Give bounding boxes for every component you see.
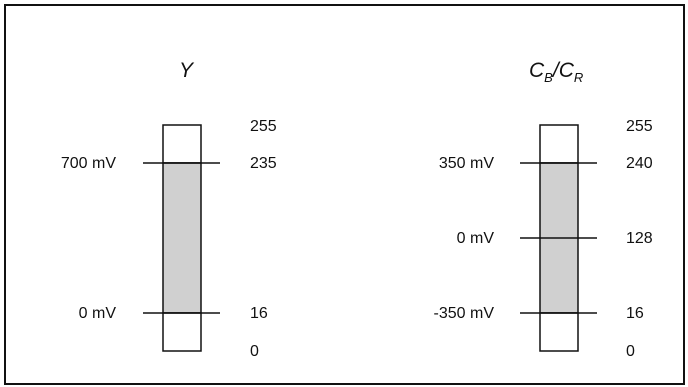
chroma-title-c: C [529, 59, 545, 82]
luma-signal-range [163, 163, 201, 313]
luma-value-235: 235 [250, 155, 277, 172]
chroma-title-b: B [544, 70, 553, 85]
luma-label-700mv: 700 mV [61, 155, 116, 172]
chroma-label-350mv: 350 mV [439, 155, 494, 172]
chroma-value-255: 255 [626, 118, 653, 135]
luma-value-255: 255 [250, 118, 277, 135]
chroma-footroom-box [540, 313, 578, 351]
chroma-label-0mv: 0 mV [457, 230, 495, 247]
chroma-headroom-box [540, 125, 578, 163]
chroma-title-c2: C [559, 59, 575, 82]
chroma-value-128: 128 [626, 230, 653, 247]
chroma-value-240: 240 [626, 155, 653, 172]
chroma-value-16: 16 [626, 305, 644, 322]
chroma-value-0: 0 [626, 343, 635, 360]
chroma-title-r: R [574, 70, 583, 85]
luma-value-0: 0 [250, 343, 259, 360]
luma-title: Y [179, 59, 195, 82]
chroma-label-minus350mv: -350 mV [434, 305, 495, 322]
luma-value-16: 16 [250, 305, 268, 322]
luma-footroom-box [163, 313, 201, 351]
luma-headroom-box [163, 125, 201, 163]
luma-label-0mv: 0 mV [79, 305, 117, 322]
chroma-title: CB/CR [529, 59, 583, 85]
